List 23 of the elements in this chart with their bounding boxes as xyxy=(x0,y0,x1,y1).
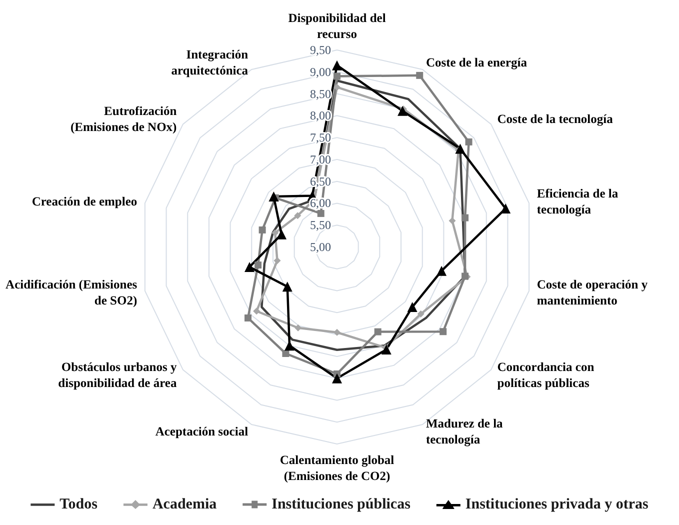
spoke-label: Eficiencia de la tecnología xyxy=(536,186,619,216)
y-tick-label: 5,00 xyxy=(310,240,331,254)
spoke-label: Coste de la tecnología xyxy=(497,112,614,126)
spoke-label: Obstáculos urbanos y disponibilidad de área xyxy=(58,360,178,390)
spoke-label: Aceptación social xyxy=(155,424,249,439)
y-tick-label: 9,50 xyxy=(310,43,331,57)
legend-label: Todos xyxy=(60,496,98,512)
y-tick-label: 5,50 xyxy=(310,218,331,232)
y-tick-label: 9,00 xyxy=(310,64,331,79)
spoke-label: Madurez de la tecnología xyxy=(426,416,504,447)
spoke-label: Disponibilidad del recurso xyxy=(288,11,386,41)
legend-label: Instituciones públicas xyxy=(272,496,411,512)
legend-label: Academia xyxy=(152,496,218,512)
spoke-label: Coste de operación y mantenimiento xyxy=(536,278,648,308)
spoke-label: Acidificación (Emisiones de SO2) xyxy=(6,278,138,308)
spoke-label: Coste de la energía xyxy=(426,55,528,70)
y-tick-label: 8,50 xyxy=(310,86,331,101)
spoke-label: Eutrofización (Emisiones de NOx) xyxy=(70,104,177,134)
legend-label: Instituciones privada y otras xyxy=(465,496,648,512)
spoke-label: Concordancia con políticas públicas xyxy=(497,360,594,390)
spoke-label: Calentamiento global (Emisiones de CO2) xyxy=(280,453,395,483)
spoke-label: Creación de empleo xyxy=(32,194,138,208)
spoke-label: Integración arquitectónica xyxy=(171,47,249,78)
